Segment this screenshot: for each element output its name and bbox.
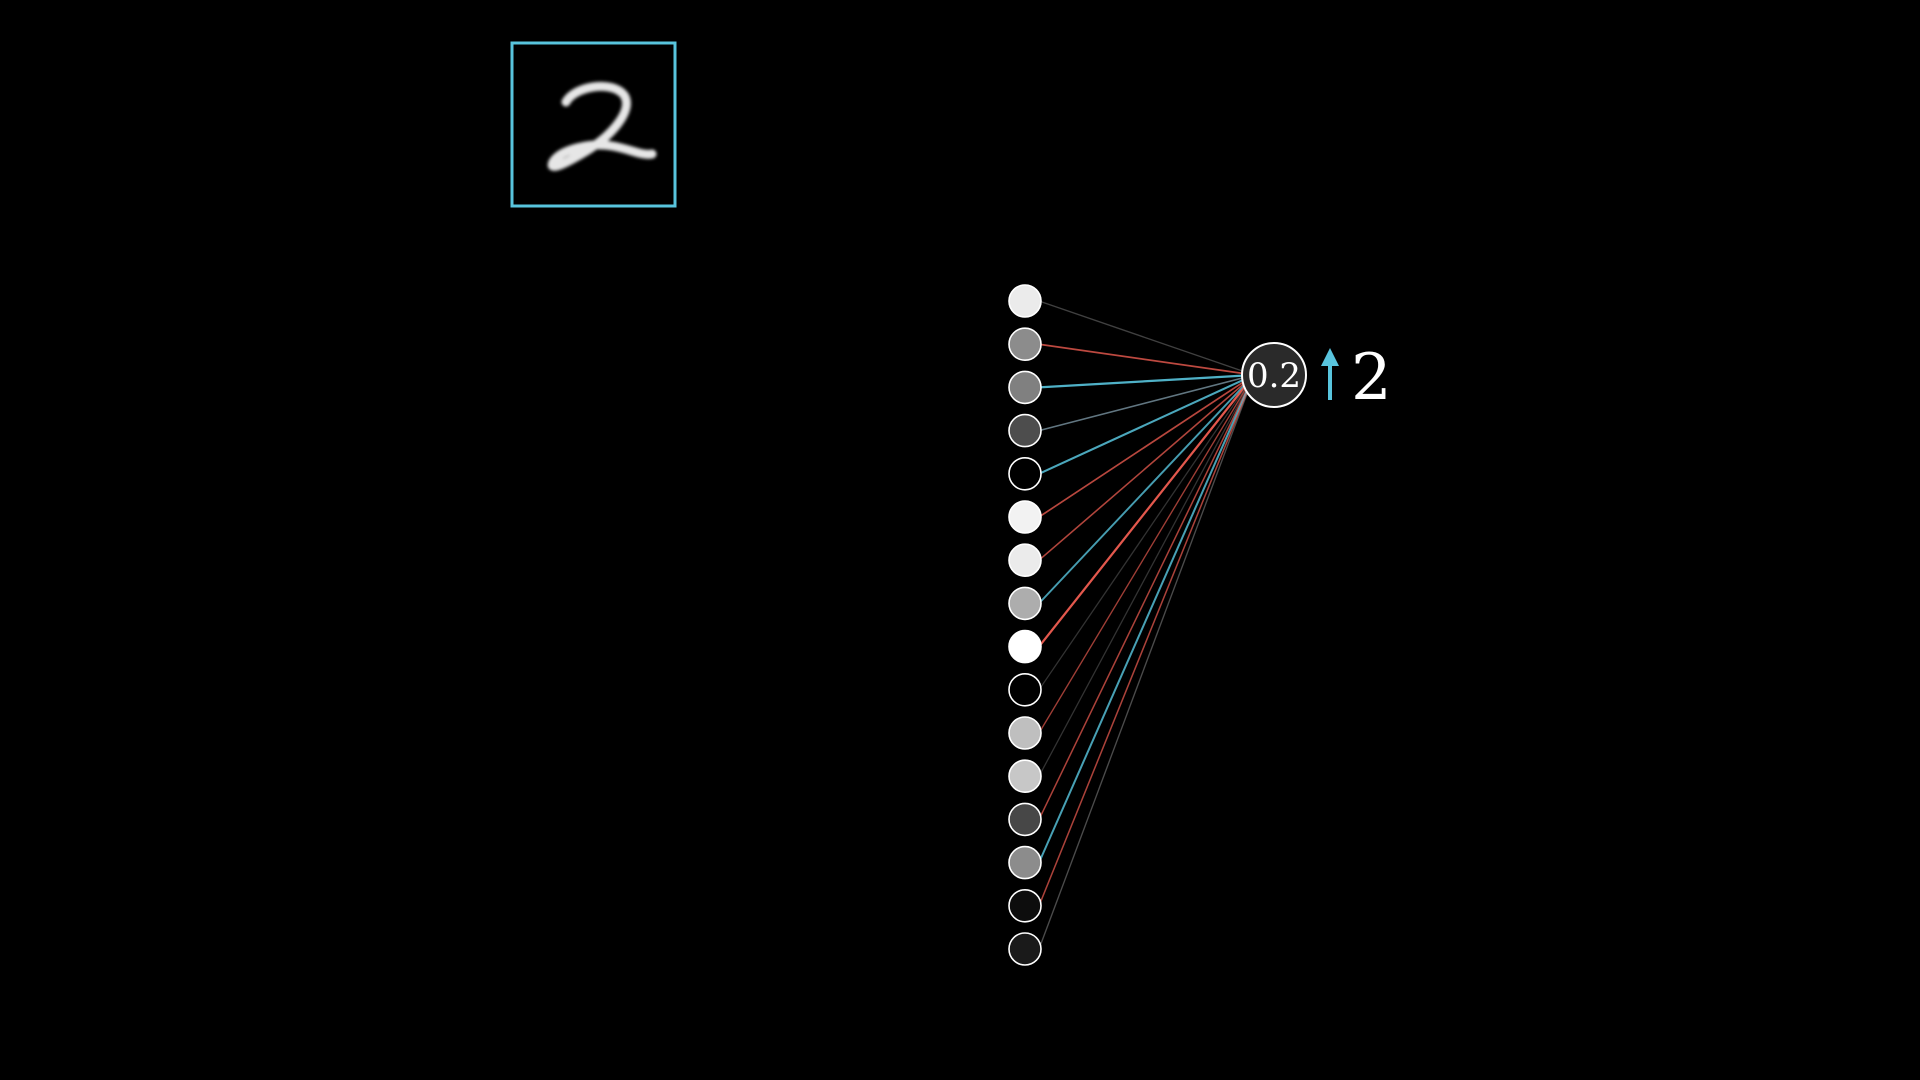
connection-line [1038, 374, 1255, 907]
connection-line [1038, 300, 1255, 376]
input-neuron [1008, 759, 1042, 794]
connection-line [1038, 374, 1255, 518]
input-neuron [1008, 586, 1042, 621]
input-neuron [1008, 672, 1042, 707]
input-neuron [1008, 802, 1042, 837]
output-digit-label: 2 [1351, 341, 1392, 415]
input-neuron [1008, 716, 1042, 750]
input-neuron [1008, 932, 1042, 966]
connection-line [1038, 374, 1255, 648]
digit-pixels [547, 81, 657, 171]
connection-line [1038, 374, 1255, 475]
input-neuron [1008, 500, 1042, 534]
handwritten-digit-stroke [547, 81, 657, 171]
connection-line [1038, 374, 1255, 561]
connections [1038, 300, 1255, 950]
connection-line [1038, 374, 1255, 691]
digit-frame [510, 41, 677, 208]
input-neuron [1008, 284, 1042, 318]
output-neuron: 0.2 [1241, 342, 1307, 408]
output-neuron-circle [1241, 342, 1307, 408]
connection-line [1038, 374, 1255, 864]
arrow-head [1321, 348, 1339, 366]
input-neuron [1008, 456, 1042, 491]
connection-line [1038, 374, 1255, 605]
input-neuron [1008, 370, 1042, 405]
input-digit-image [510, 41, 677, 208]
connection-line [1038, 374, 1255, 777]
input-neuron [1008, 413, 1042, 448]
input-layer [1008, 284, 1042, 966]
connection-line [1038, 373, 1255, 389]
input-neuron [1008, 888, 1042, 923]
connection-line [1038, 343, 1255, 376]
up-arrow-icon [1321, 348, 1339, 400]
input-neuron [1008, 543, 1042, 578]
connection-line [1038, 374, 1255, 432]
connection-line [1038, 374, 1255, 950]
input-neuron [1008, 845, 1042, 880]
connection-line [1038, 374, 1255, 820]
input-neuron [1008, 629, 1042, 664]
input-neuron [1008, 327, 1042, 362]
connection-line [1038, 374, 1255, 734]
output-neuron-value: 0.2 [1247, 356, 1301, 396]
